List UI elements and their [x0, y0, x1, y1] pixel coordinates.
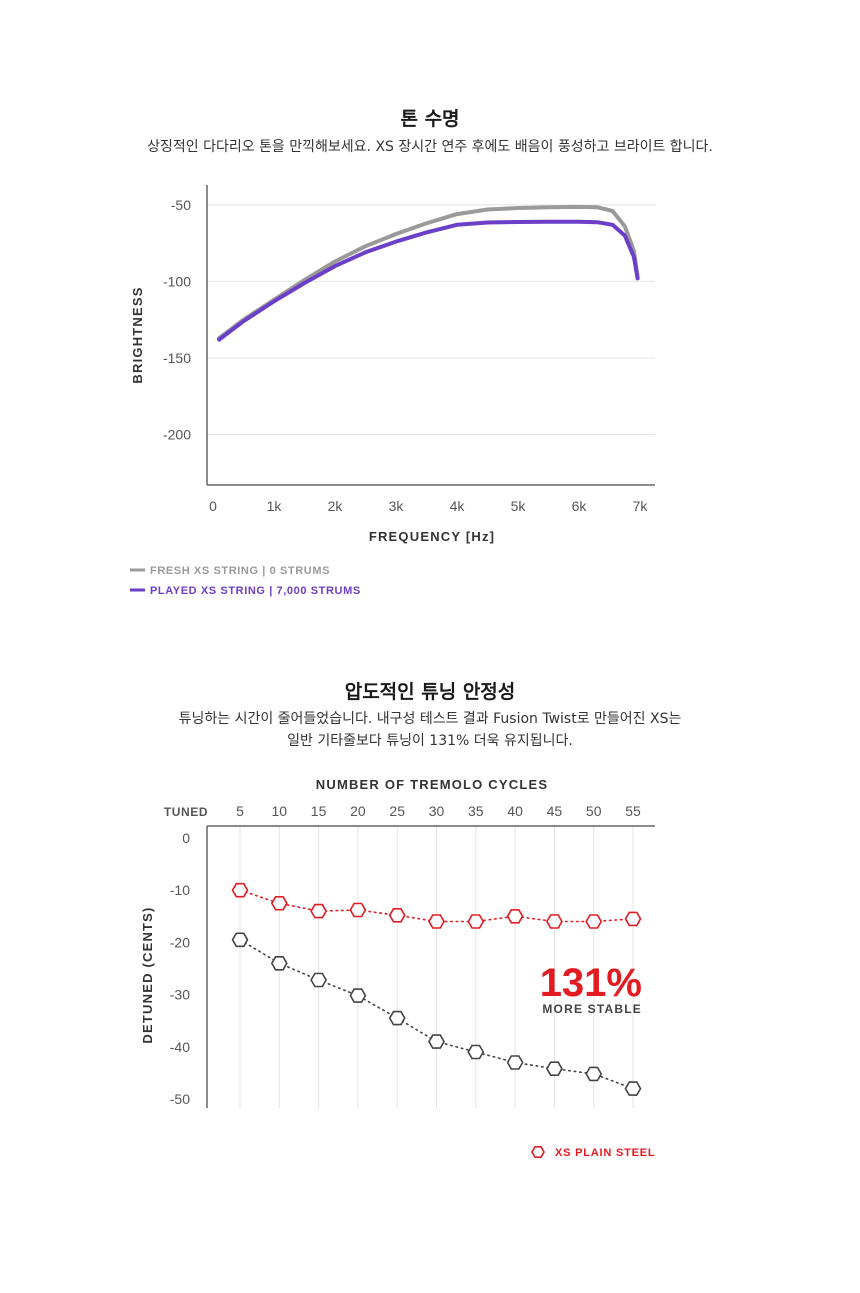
x-axis-label: FREQUENCY [Hz] [369, 529, 495, 544]
xs-plain-steel-point [585, 914, 603, 929]
xs-plain-steel-point [349, 902, 367, 918]
y-axis-label: DETUNED (CENTS) [140, 906, 155, 1043]
x-tick-label: 6k [572, 498, 588, 514]
tone-life-description: 상징적인 다다리오 톤을 만끽해보세요. XS 장시간 연주 후에도 배음이 풍… [147, 139, 713, 155]
standard-string-point [506, 1055, 524, 1070]
xs-plain-steel-point [545, 914, 563, 929]
standard-string-point [310, 972, 328, 988]
brightness-frequency-chart: -50 -100 -150 -200 0 1k 2k 3k 4k 5k 6k 7k FREQUENCY … [130, 185, 655, 597]
legend-label: FRESH XS STRING | 0 STRUMS [150, 565, 330, 577]
x-tick-label: 20 [350, 803, 366, 819]
tone-life-title: 톤 수명 [400, 108, 460, 130]
x-tick-label: 45 [547, 803, 563, 819]
tuning-stability-description-line2: 일반 기타줄보다 튜닝이 131% 더욱 유지됩니다. [287, 733, 573, 749]
tuning-stability-title: 압도적인 튜닝 안정성 [344, 681, 516, 703]
x-tick-label: 5 [236, 803, 244, 819]
xs-plain-steel-point [310, 903, 328, 919]
legend-label: PLAYED XS STRING | 7,000 STRUMS [150, 585, 361, 597]
x-tick-label: 1k [267, 498, 283, 514]
xs-plain-steel-point [467, 914, 485, 929]
played-string-series-line [217, 219, 640, 342]
y-tick-label: -50 [171, 197, 191, 213]
xs-plain-steel-point [270, 895, 288, 911]
y-tick-label: -200 [163, 426, 191, 442]
stability-callout-label: MORE STABLE [542, 1002, 642, 1016]
x-tick-label: 35 [468, 803, 484, 819]
xs-plain-steel-point [624, 911, 642, 927]
fresh-string-series-line [217, 204, 640, 341]
standard-string-point [270, 955, 288, 971]
standard-string-point [467, 1044, 485, 1060]
x-tick-label: 30 [429, 803, 445, 819]
x-tick-label: 4k [450, 498, 466, 514]
xs-plain-steel-point [388, 907, 406, 923]
x-tick-label: 0 [209, 498, 217, 514]
standard-string-point [545, 1061, 563, 1077]
standard-string-point [231, 932, 249, 948]
x-tick-label: 2k [328, 498, 344, 514]
legend-label: XS PLAIN STEEL [555, 1147, 655, 1159]
x-tick-label: 10 [272, 803, 288, 819]
y-tick-label: -10 [170, 882, 190, 898]
xs-plain-steel-point [506, 908, 524, 924]
y-tick-label: -50 [170, 1091, 190, 1107]
y-tick-label: -150 [163, 350, 191, 366]
standard-string-point [388, 1010, 406, 1026]
x-tick-label: 50 [586, 803, 602, 819]
x-tick-label: 25 [389, 803, 405, 819]
y-tick-label: -30 [170, 987, 190, 1003]
x-tick-label: 55 [625, 803, 641, 819]
x-tick-label: 7k [633, 498, 649, 514]
stability-percent-callout: 131% [540, 961, 642, 1005]
x-tick-label: 3k [389, 498, 405, 514]
xs-plain-steel-point [428, 914, 445, 929]
standard-string-point [585, 1066, 603, 1082]
x-tick-label: TUNED [164, 805, 208, 819]
standard-string-point [624, 1081, 642, 1096]
y-tick-label: -40 [170, 1039, 190, 1055]
tuning-stability-description-line1: 튜닝하는 시간이 줄어들었습니다. 내구성 테스트 결과 Fusion Twis… [178, 711, 682, 727]
standard-string-point [428, 1034, 445, 1049]
y-axis-label: BRIGHTNESS [130, 286, 145, 383]
x-tick-label: 15 [311, 803, 327, 819]
x-tick-label: 5k [511, 498, 527, 514]
legend-hexagon-icon [531, 1145, 545, 1159]
x-tick-label: 40 [507, 803, 523, 819]
xs-plain-steel-point [231, 882, 249, 898]
tremolo-detune-chart: NUMBER OF TREMOLO CYCLES TUNED 5 10 15 20 25 30… [140, 777, 655, 1159]
y-tick-label: 0 [182, 830, 190, 846]
y-tick-label: -100 [163, 273, 191, 289]
standard-string-point [349, 988, 367, 1003]
chart-title: NUMBER OF TREMOLO CYCLES [316, 777, 548, 792]
y-tick-label: -20 [170, 934, 190, 950]
